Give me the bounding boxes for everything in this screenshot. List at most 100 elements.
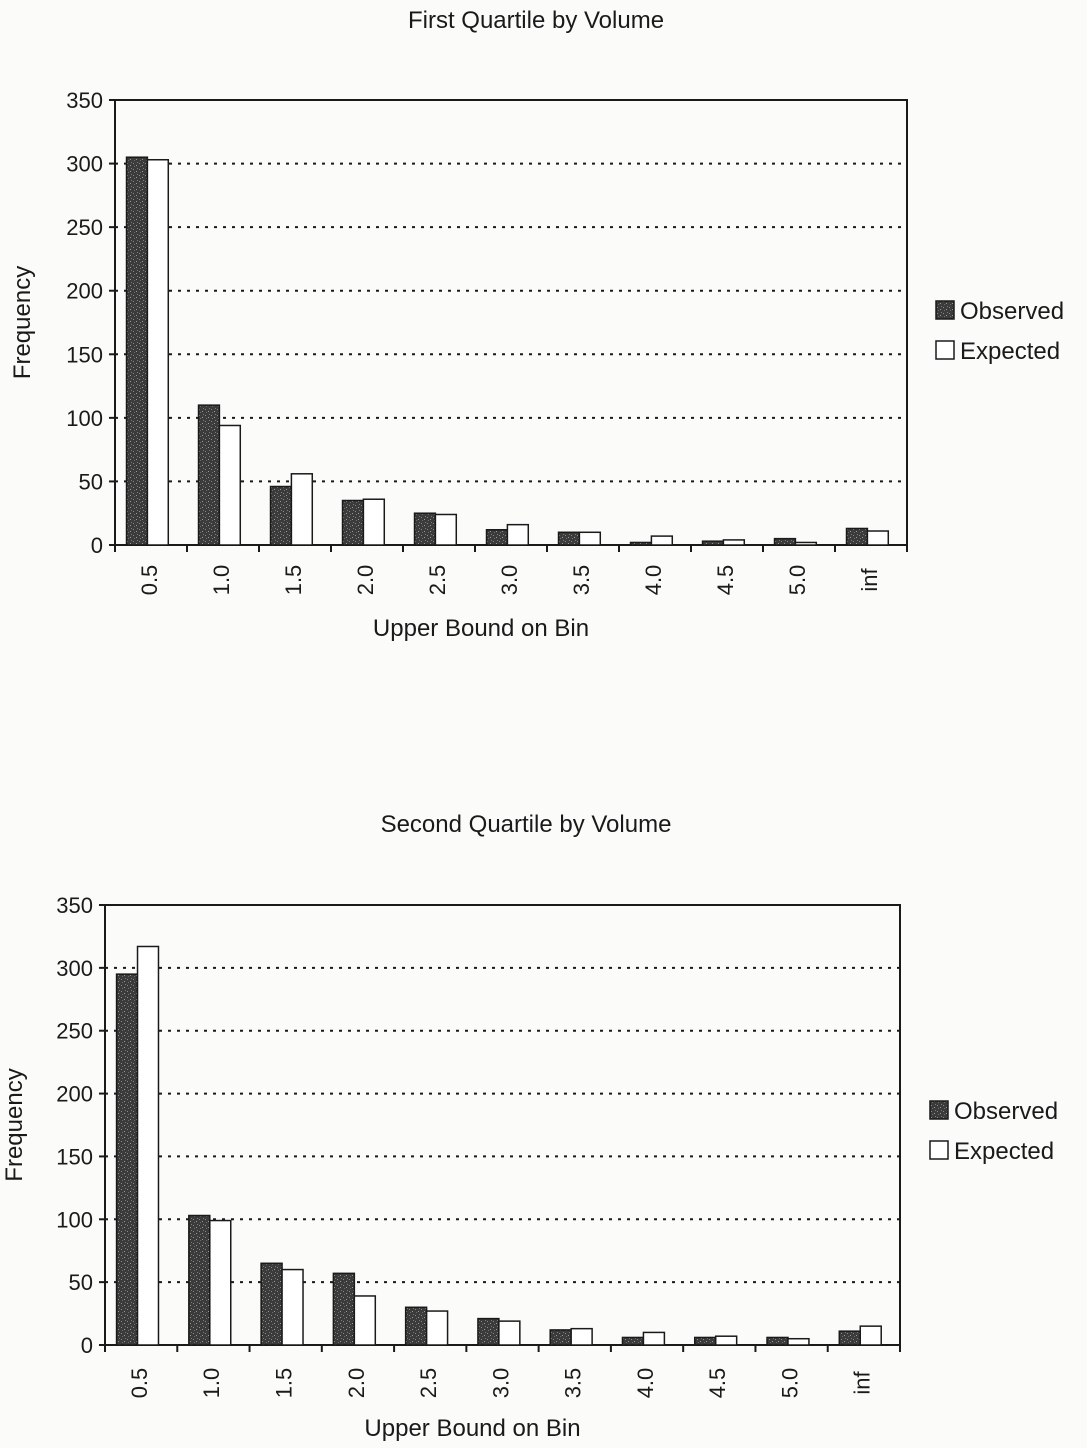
x-tick-label: 2.0 <box>353 565 378 596</box>
bar-observed-3.0 <box>477 1317 500 1346</box>
bar-expected-inf <box>866 530 890 546</box>
bar-observed-2.0 <box>332 1272 356 1346</box>
bar-expected-4.0 <box>642 1331 666 1346</box>
y-tick-label: 200 <box>66 279 103 304</box>
x-axis-title: Upper Bound on Bin <box>373 615 589 642</box>
chart-1: First Quartile by Volume 0 50 100 150 200 250 3… <box>9 7 1064 642</box>
y-tick-label: 100 <box>56 1207 93 1232</box>
bar-expected-0.5 <box>136 945 160 1346</box>
bar-observed-1.0 <box>197 404 221 546</box>
bar-observed-2.5 <box>413 512 437 546</box>
y-tick-label: 250 <box>56 1019 93 1044</box>
x-tick-label: 1.0 <box>199 1368 224 1399</box>
legend-label-observed: Observed <box>954 1098 1058 1125</box>
bar-expected-5.0 <box>794 541 818 546</box>
x-tick-label: 3.5 <box>569 565 594 596</box>
x-tick-label: 4.0 <box>641 565 666 596</box>
bar-expected-2.0 <box>362 498 386 546</box>
bar-expected-3.5 <box>570 1327 593 1346</box>
y-tick-label: 50 <box>79 469 103 494</box>
bar-observed-inf <box>845 527 869 546</box>
legend-swatch-observed <box>935 300 955 320</box>
bar-observed-3.5 <box>557 531 581 546</box>
y-tick-label: 100 <box>66 406 103 431</box>
x-tick-label: 1.5 <box>281 565 306 596</box>
bar-observed-1.0 <box>188 1214 211 1346</box>
legend-swatch-expected <box>929 1140 949 1160</box>
legend-label-expected: Expected <box>960 338 1060 365</box>
bar-observed-5.0 <box>773 537 797 546</box>
bar-observed-2.5 <box>404 1306 428 1346</box>
y-tick-label: 300 <box>66 152 103 177</box>
x-tick-label: inf <box>850 1371 875 1395</box>
y-tick-label: 350 <box>56 893 93 918</box>
bar-observed-5.0 <box>766 1336 789 1346</box>
bar-observed-4.5 <box>701 540 725 546</box>
x-tick-label: 5.0 <box>777 1368 802 1399</box>
legend-swatch-observed <box>929 1100 949 1120</box>
chart-title: Second Quartile by Volume <box>381 811 672 838</box>
bar-expected-1.0 <box>209 1219 232 1346</box>
x-tick-label: 4.5 <box>705 1368 730 1399</box>
y-tick-label: 200 <box>56 1082 93 1107</box>
bar-observed-3.0 <box>485 528 509 546</box>
legend-label-expected: Expected <box>954 1138 1054 1165</box>
bar-expected-3.0 <box>498 1320 521 1346</box>
bar-expected-5.0 <box>787 1337 810 1346</box>
bar-observed-0.5 <box>125 156 149 546</box>
legend: Observed Expected <box>929 1098 1058 1165</box>
x-tick-label: inf <box>857 568 882 592</box>
x-tick-label: 5.0 <box>785 565 810 596</box>
bar-observed-2.0 <box>341 499 365 546</box>
bar-expected-1.5 <box>281 1268 304 1346</box>
chart-title: First Quartile by Volume <box>408 7 664 34</box>
chart-2: Second Quartile by Volume 0 50 100 150 200 250… <box>1 811 1058 1442</box>
x-tick-label: 1.0 <box>209 565 234 596</box>
bar-expected-3.5 <box>578 531 602 546</box>
x-tick-label: 2.5 <box>416 1368 441 1399</box>
bar-observed-1.5 <box>260 1262 283 1346</box>
x-axis-title: Upper Bound on Bin <box>364 1415 580 1442</box>
bar-expected-2.5 <box>434 513 458 546</box>
bar-observed-0.5 <box>115 973 139 1346</box>
legend: Observed Expected <box>935 298 1064 365</box>
bar-observed-4.5 <box>693 1336 717 1346</box>
bar-expected-inf <box>859 1325 882 1346</box>
y-tick-label: 150 <box>56 1144 93 1169</box>
x-tick-label: 4.0 <box>633 1368 658 1399</box>
y-tick-label: 350 <box>66 88 103 113</box>
bar-observed-4.0 <box>629 541 653 546</box>
bar-expected-4.5 <box>722 539 746 546</box>
bar-expected-1.0 <box>218 424 242 546</box>
y-tick-label: 0 <box>81 1333 93 1358</box>
bar-expected-1.5 <box>290 473 314 546</box>
x-tick-label: 1.5 <box>271 1368 296 1399</box>
bar-expected-2.5 <box>425 1310 449 1346</box>
bar-expected-3.0 <box>506 523 530 546</box>
legend-swatch-expected <box>935 340 955 360</box>
y-axis-title: Frequency <box>1 1068 28 1181</box>
bar-observed-3.5 <box>549 1329 572 1346</box>
bar-expected-0.5 <box>146 159 170 546</box>
bar-observed-4.0 <box>621 1336 645 1346</box>
y-tick-label: 150 <box>66 342 103 367</box>
legend-label-observed: Observed <box>960 298 1064 325</box>
x-tick-label: 2.5 <box>425 565 450 596</box>
y-tick-label: 0 <box>91 533 103 558</box>
x-tick-label: 4.5 <box>713 565 738 596</box>
x-tick-label: 3.5 <box>561 1368 586 1399</box>
bar-expected-2.0 <box>353 1295 377 1346</box>
y-tick-label: 300 <box>56 956 93 981</box>
x-tick-label: 0.5 <box>137 565 162 596</box>
bar-expected-4.0 <box>650 535 674 546</box>
y-axis-title: Frequency <box>9 266 36 379</box>
x-tick-label: 2.0 <box>344 1368 369 1399</box>
x-tick-label: 0.5 <box>127 1368 152 1399</box>
bar-observed-1.5 <box>269 485 293 546</box>
bar-observed-inf <box>838 1330 861 1346</box>
bar-expected-4.5 <box>714 1335 738 1346</box>
x-tick-label: 3.0 <box>488 1368 513 1399</box>
y-tick-label: 50 <box>69 1270 93 1295</box>
